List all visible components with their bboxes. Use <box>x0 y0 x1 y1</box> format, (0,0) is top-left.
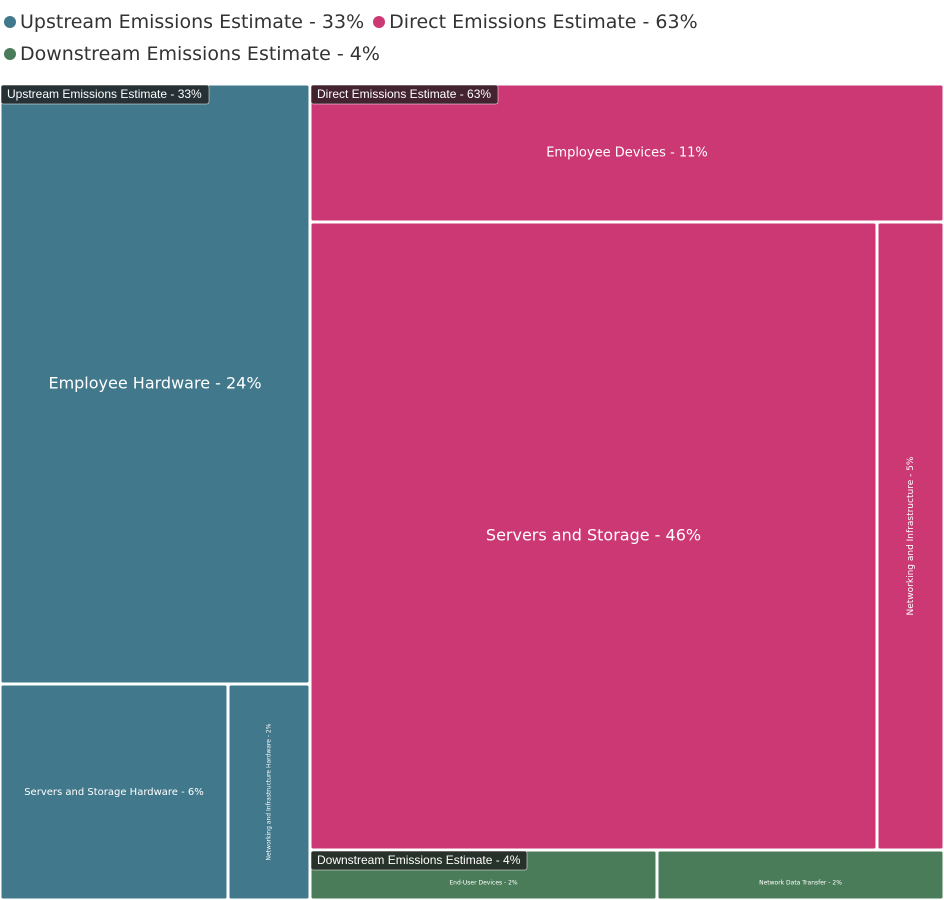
treemap-tile-label: Servers and Storage - 46% <box>486 526 701 545</box>
treemap-group-direct-emissions-estimate[interactable]: Employee Devices - 11% Servers and Storag… <box>310 84 944 850</box>
legend-dot-direct <box>373 16 386 28</box>
treemap-tile-label: Servers and Storage Hardware - 6% <box>24 787 204 798</box>
chart-legend: Upstream Emissions Estimate - 33% Direct… <box>3 6 943 70</box>
legend-label-upstream: Upstream Emissions Estimate - 33% <box>20 11 365 33</box>
treemap-tile-label: End-User Devices - 2% <box>449 880 518 887</box>
legend-label-downstream: Downstream Emissions Estimate - 4% <box>20 43 380 65</box>
legend-dot-downstream <box>4 48 16 60</box>
treemap-tile-servers-and-storage-hardware[interactable] <box>0 684 228 900</box>
legend-label-direct: Direct Emissions Estimate - 63% <box>389 11 698 33</box>
group-header-badge <box>310 84 499 105</box>
group-header-badge <box>0 84 210 105</box>
treemap-tile-label: Employee Devices - 11% <box>546 146 708 161</box>
treemap-tile-networking-and-infrastructure[interactable] <box>877 222 944 850</box>
treemap-tile-label: Employee Hardware - 24% <box>48 374 261 393</box>
treemap-group-upstream-emissions-estimate[interactable]: Employee Hardware - 24% Servers and Stora… <box>0 84 310 900</box>
treemap-tile-label: Network Data Transfer - 2% <box>759 880 842 887</box>
legend-dot-upstream <box>4 16 16 28</box>
legend-item-direct[interactable]: Direct Emissions Estimate - 63% <box>372 11 698 33</box>
treemap-group-downstream-emissions-estimate[interactable]: End-User Devices - 2% Network Data Transf… <box>310 850 944 900</box>
treemap-tile-label: Networking and Infrastructure - 5% <box>906 456 916 615</box>
treemap-tile-networking-and-infrastructure-hardware[interactable] <box>228 684 310 900</box>
group-header-label: Upstream Emissions Estimate - 33% <box>7 87 202 101</box>
treemap-tile-employee-devices[interactable] <box>310 84 944 222</box>
treemap-tile-network-data-transfer[interactable] <box>657 850 944 900</box>
treemap-tile-servers-and-storage[interactable] <box>310 222 877 850</box>
treemap-tile-label: Networking and Infrastructure Hardware -… <box>266 723 273 860</box>
group-header-label: Direct Emissions Estimate - 63% <box>317 87 491 101</box>
legend-item-downstream[interactable]: Downstream Emissions Estimate - 4% <box>3 43 380 65</box>
group-header-badge <box>310 850 528 871</box>
legend-item-upstream[interactable]: Upstream Emissions Estimate - 33% <box>3 11 364 33</box>
group-header-label: Downstream Emissions Estimate - 4% <box>317 853 521 867</box>
